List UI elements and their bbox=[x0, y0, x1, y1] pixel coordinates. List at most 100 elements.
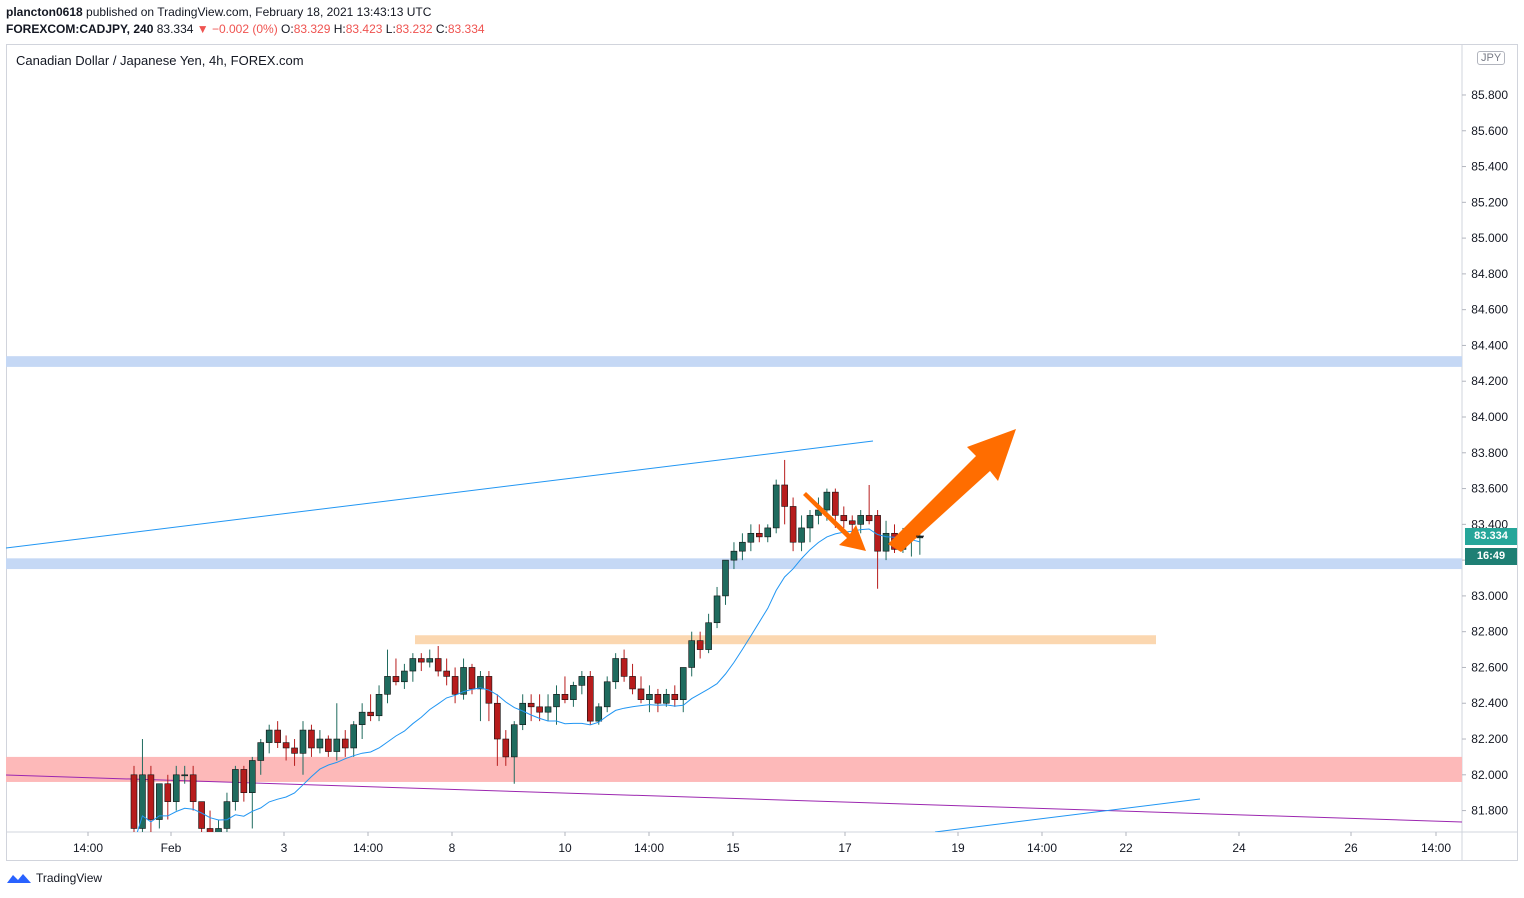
candle-body bbox=[274, 729, 281, 743]
candle-body bbox=[172, 774, 180, 802]
zone-demand-3 bbox=[6, 756, 1462, 782]
candle-body bbox=[417, 658, 425, 663]
last-price-tag: 83.334 bbox=[1465, 528, 1517, 545]
chart-legend: Canadian Dollar / Japanese Yen, 4h, FORE… bbox=[16, 53, 304, 68]
y-tick-label: 84.600 bbox=[1471, 303, 1508, 317]
candle-body bbox=[561, 693, 569, 700]
candle-body bbox=[215, 828, 222, 832]
candle-body bbox=[696, 640, 704, 650]
open-value: 83.329 bbox=[293, 22, 331, 36]
candle-body bbox=[832, 491, 839, 516]
y-tick-label: 81.800 bbox=[1471, 804, 1508, 818]
candle-body bbox=[291, 747, 298, 754]
x-tick-label: 26 bbox=[1344, 841, 1358, 855]
zone-resistance-0 bbox=[6, 356, 1462, 367]
candle-body bbox=[612, 658, 619, 683]
y-tick-label: 85.600 bbox=[1471, 124, 1508, 138]
candle-body bbox=[722, 559, 729, 597]
trend-line-lower bbox=[934, 798, 1201, 832]
candle-body bbox=[401, 670, 408, 683]
candle-body bbox=[679, 667, 687, 700]
candle-body bbox=[663, 693, 670, 704]
x-tick-label: 3 bbox=[281, 841, 288, 855]
candle-body bbox=[477, 676, 484, 690]
x-tick-label: 24 bbox=[1232, 841, 1246, 855]
candle-body bbox=[789, 506, 797, 543]
y-tick-label: 85.200 bbox=[1471, 195, 1508, 209]
y-tick-label: 84.800 bbox=[1471, 267, 1508, 281]
candle-body bbox=[544, 706, 552, 713]
candle-body bbox=[764, 527, 772, 538]
candle-body bbox=[443, 670, 450, 677]
candle-body bbox=[553, 693, 560, 708]
candle-body bbox=[232, 769, 239, 802]
candle-body bbox=[848, 520, 856, 525]
candle-body bbox=[578, 676, 586, 686]
y-tick-label: 83.800 bbox=[1471, 446, 1508, 460]
y-tick-label: 85.000 bbox=[1471, 231, 1508, 245]
candle-body bbox=[341, 738, 349, 749]
x-tick-label: 22 bbox=[1119, 841, 1133, 855]
x-tick-label: 14:00 bbox=[1421, 841, 1451, 855]
candle-body bbox=[375, 693, 383, 717]
x-tick-label: 19 bbox=[951, 841, 965, 855]
candle-body bbox=[739, 541, 746, 552]
chart-frame bbox=[6, 44, 1518, 861]
close-value: 83.334 bbox=[447, 22, 485, 36]
candle-body bbox=[502, 738, 510, 758]
candle-body bbox=[156, 783, 163, 820]
candle-body bbox=[265, 729, 273, 743]
publish-line: plancton0618 published on TradingView.co… bbox=[6, 5, 431, 19]
candle-body bbox=[206, 828, 214, 832]
candle-body bbox=[460, 667, 467, 695]
x-tick-label: 14:00 bbox=[73, 841, 103, 855]
zone-demand-2 bbox=[415, 635, 1156, 645]
x-tick-label: 8 bbox=[449, 841, 456, 855]
candle-body bbox=[620, 658, 628, 677]
candle-body bbox=[629, 676, 636, 690]
candle-body bbox=[358, 711, 366, 726]
author-name[interactable]: plancton0618 bbox=[6, 5, 83, 19]
plot-area bbox=[6, 429, 1462, 832]
currency-badge[interactable]: JPY bbox=[1477, 51, 1506, 65]
price-change: ▼ −0.002 (0%) bbox=[196, 22, 278, 36]
candle-body bbox=[494, 702, 501, 740]
candle-body bbox=[654, 693, 662, 704]
candle-body bbox=[586, 676, 594, 722]
candle-body bbox=[223, 801, 231, 829]
candle-body bbox=[637, 688, 645, 700]
candle-body bbox=[646, 693, 653, 700]
candle-body bbox=[882, 532, 890, 552]
countdown-tag: 16:49 bbox=[1465, 548, 1517, 565]
candle-body bbox=[857, 515, 865, 525]
y-tick-label: 84.000 bbox=[1471, 410, 1508, 424]
y-tick-label: 85.400 bbox=[1471, 160, 1508, 174]
candle-body bbox=[181, 774, 188, 777]
candle-body bbox=[139, 774, 146, 829]
candle-body bbox=[806, 515, 814, 529]
candle-body bbox=[519, 702, 527, 726]
candle-body bbox=[781, 484, 788, 507]
candle-body bbox=[384, 676, 391, 695]
candle-body bbox=[333, 738, 341, 752]
candle-body bbox=[350, 724, 358, 749]
trend-line-upper bbox=[6, 440, 874, 549]
high-value: 83.423 bbox=[345, 22, 383, 36]
y-tick-label: 83.600 bbox=[1471, 482, 1508, 496]
tradingview-logo-icon bbox=[7, 874, 31, 883]
candle-body bbox=[730, 550, 738, 561]
candle-body bbox=[772, 484, 780, 529]
y-tick-label: 85.800 bbox=[1471, 88, 1508, 102]
candle-body bbox=[147, 774, 155, 820]
candle-body bbox=[798, 527, 805, 543]
candle-body bbox=[367, 711, 374, 717]
close-label: C: bbox=[435, 22, 448, 36]
tradingview-brand[interactable]: TradingView bbox=[36, 871, 103, 885]
y-tick-label: 82.800 bbox=[1471, 625, 1508, 639]
candle-body bbox=[874, 515, 881, 552]
candle-body bbox=[916, 536, 924, 539]
candle-body bbox=[468, 667, 476, 690]
low-label: L: bbox=[385, 22, 396, 36]
x-tick-label: 15 bbox=[726, 841, 740, 855]
